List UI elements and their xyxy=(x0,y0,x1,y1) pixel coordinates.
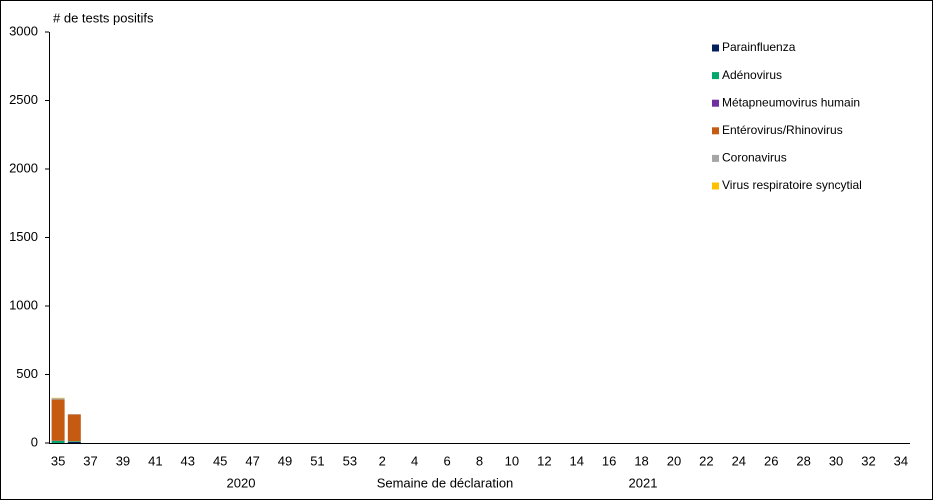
x-tick-label: 18 xyxy=(634,453,648,468)
y-title: # de tests positifs xyxy=(53,10,154,25)
x-tick-label: 53 xyxy=(343,453,357,468)
x-tick-label: 16 xyxy=(602,453,616,468)
bar-segment xyxy=(67,441,81,442)
x-tick-label: 43 xyxy=(181,453,195,468)
x-tick-label: 37 xyxy=(83,453,97,468)
x-tick-label: 51 xyxy=(310,453,324,468)
y-tick-label: 3000 xyxy=(9,23,38,38)
legend-label: Virus respiratoire syncytial xyxy=(722,178,862,192)
legend-swatch xyxy=(712,127,719,135)
x-tick-label: 47 xyxy=(245,453,259,468)
x-tick-label: 8 xyxy=(476,453,483,468)
bar-segment xyxy=(51,440,65,443)
bar-segment xyxy=(51,398,65,400)
legend-label: Coronavirus xyxy=(722,151,787,165)
y-tick-label: 0 xyxy=(31,434,38,449)
y-tick-label: 1000 xyxy=(9,297,38,312)
year-label: 2020 xyxy=(227,475,256,490)
x-tick-label: 2 xyxy=(379,453,386,468)
x-title: Semaine de déclaration xyxy=(377,475,514,490)
x-tick-label: 49 xyxy=(278,453,292,468)
y-tick-label: 1500 xyxy=(9,229,38,244)
x-tick-label: 35 xyxy=(51,453,65,468)
legend-label: Parainfluenza xyxy=(722,40,796,54)
x-tick-label: 12 xyxy=(537,453,551,468)
x-tick-label: 28 xyxy=(796,453,810,468)
x-tick-label: 14 xyxy=(570,453,584,468)
legend-label: Entérovirus/Rhinovirus xyxy=(722,123,843,137)
x-tick-label: 6 xyxy=(443,453,450,468)
x-tick-label: 26 xyxy=(764,453,778,468)
x-tick-label: 41 xyxy=(148,453,162,468)
x-tick-label: 22 xyxy=(699,453,713,468)
legend-swatch xyxy=(712,182,719,190)
y-tick-label: 2000 xyxy=(9,160,38,175)
x-tick-label: 4 xyxy=(411,453,418,468)
x-tick-label: 32 xyxy=(861,453,875,468)
year-label: 2021 xyxy=(629,475,658,490)
bar-segment xyxy=(67,414,81,442)
x-tick-label: 24 xyxy=(732,453,746,468)
legend-label: Métapneumovirus humain xyxy=(722,95,860,109)
x-tick-label: 30 xyxy=(829,453,843,468)
y-tick-label: 500 xyxy=(16,366,38,381)
x-tick-label: 34 xyxy=(894,453,908,468)
legend-swatch xyxy=(712,44,719,52)
x-tick-label: 10 xyxy=(505,453,519,468)
y-tick-label: 2500 xyxy=(9,92,38,107)
legend-swatch xyxy=(712,154,719,162)
bar-segment xyxy=(51,399,65,441)
legend-label: Adénovirus xyxy=(722,68,782,82)
x-tick-label: 45 xyxy=(213,453,227,468)
bar-segment xyxy=(67,441,81,443)
legend-swatch xyxy=(712,72,719,80)
legend-swatch xyxy=(712,99,719,107)
x-tick-label: 20 xyxy=(667,453,681,468)
x-tick-label: 39 xyxy=(116,453,130,468)
